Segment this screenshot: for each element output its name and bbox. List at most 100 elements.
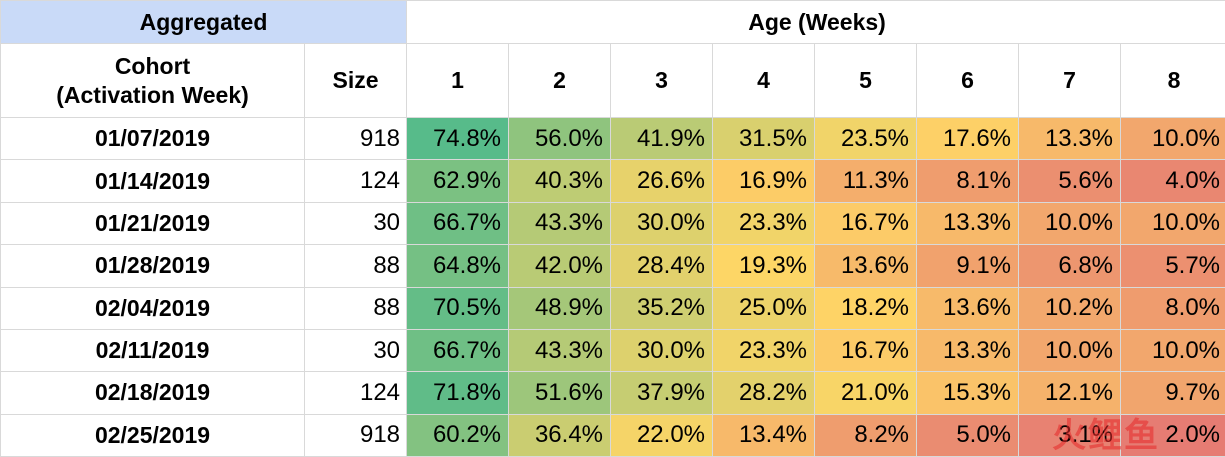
retention-cell[interactable]: 26.6% [610,159,714,203]
retention-cell[interactable]: 23.3% [712,201,816,246]
cohort-size-cell[interactable]: 88 [303,244,408,288]
week-header-6[interactable]: 6 [916,43,1020,118]
retention-cell[interactable]: 30.0% [610,201,714,246]
week-header-1[interactable]: 1 [406,43,510,118]
retention-cell[interactable]: 66.7% [406,201,510,246]
table-row: 02/25/2019 918 60.2% 36.4% 22.0% 13.4% 8.2% 5.0… [0,413,1225,457]
retention-cell[interactable]: 28.4% [610,244,714,288]
retention-cell[interactable]: 62.9% [406,159,510,203]
cohort-date-cell[interactable]: 01/21/2019 [0,201,305,246]
retention-cell[interactable]: 51.6% [508,371,612,415]
retention-cell[interactable]: 41.9% [610,116,714,161]
retention-cell[interactable]: 48.9% [508,286,612,330]
retention-cell[interactable]: 66.7% [406,328,510,373]
retention-cell[interactable]: 10.2% [1018,286,1122,330]
retention-cell[interactable]: 37.9% [610,371,714,415]
retention-cell[interactable]: 70.5% [406,286,510,330]
retention-cell[interactable]: 8.2% [814,413,918,457]
retention-cell[interactable]: 10.0% [1018,328,1122,373]
retention-cell[interactable]: 3.1% [1018,413,1122,457]
retention-cell[interactable]: 17.6% [916,116,1020,161]
cohort-date-cell[interactable]: 02/11/2019 [0,328,305,373]
cohort-date-cell[interactable]: 02/25/2019 [0,413,305,457]
retention-cell[interactable]: 23.5% [814,116,918,161]
retention-cell[interactable]: 4.0% [1120,159,1225,203]
week-header-8[interactable]: 8 [1120,43,1225,118]
retention-cell[interactable]: 13.3% [916,201,1020,246]
retention-cell[interactable]: 60.2% [406,413,510,457]
retention-cell[interactable]: 13.6% [814,244,918,288]
retention-cell[interactable]: 35.2% [610,286,714,330]
retention-cell[interactable]: 18.2% [814,286,918,330]
week-header-2[interactable]: 2 [508,43,612,118]
retention-cell[interactable]: 6.8% [1018,244,1122,288]
retention-cell[interactable]: 16.9% [712,159,816,203]
retention-cell[interactable]: 13.3% [1018,116,1122,161]
retention-cell[interactable]: 5.7% [1120,244,1225,288]
retention-cell[interactable]: 31.5% [712,116,816,161]
retention-cell[interactable]: 42.0% [508,244,612,288]
table-row: 01/14/2019 124 62.9% 40.3% 26.6% 16.9% 11.3% 8.… [0,159,1225,203]
retention-cell[interactable]: 12.1% [1018,371,1122,415]
retention-cell[interactable]: 23.3% [712,328,816,373]
cohort-header-line2: (Activation Week) [56,81,249,108]
table-row: 02/11/2019 30 66.7% 43.3% 30.0% 23.3% 16.7% 13.… [0,328,1225,373]
retention-cell[interactable]: 10.0% [1120,116,1225,161]
retention-cell[interactable]: 64.8% [406,244,510,288]
retention-cell[interactable]: 30.0% [610,328,714,373]
week-header-4[interactable]: 4 [712,43,816,118]
retention-cell[interactable]: 2.0% [1120,413,1225,457]
retention-cell[interactable]: 10.0% [1018,201,1122,246]
table-row: 02/04/2019 88 70.5% 48.9% 35.2% 25.0% 18.2% 13.… [0,286,1225,330]
cohort-date-cell[interactable]: 02/04/2019 [0,286,305,330]
retention-cell[interactable]: 25.0% [712,286,816,330]
retention-cell[interactable]: 21.0% [814,371,918,415]
cohort-date-cell[interactable]: 01/14/2019 [0,159,305,203]
retention-cell[interactable]: 10.0% [1120,201,1225,246]
cohort-size-cell[interactable]: 918 [303,116,408,161]
size-header[interactable]: Size [303,43,408,118]
week-header-3[interactable]: 3 [610,43,714,118]
retention-cell[interactable]: 8.1% [916,159,1020,203]
retention-cell[interactable]: 74.8% [406,116,510,161]
retention-cell[interactable]: 13.4% [712,413,816,457]
retention-cell[interactable]: 16.7% [814,201,918,246]
retention-cell[interactable]: 15.3% [916,371,1020,415]
cohort-date-cell[interactable]: 01/28/2019 [0,244,305,288]
retention-cell[interactable]: 43.3% [508,201,612,246]
cohort-date-cell[interactable]: 02/18/2019 [0,371,305,415]
retention-cell[interactable]: 56.0% [508,116,612,161]
cohort-size-cell[interactable]: 30 [303,328,408,373]
retention-cell[interactable]: 13.6% [916,286,1020,330]
retention-cell[interactable]: 13.3% [916,328,1020,373]
retention-cell[interactable]: 9.1% [916,244,1020,288]
retention-cell[interactable]: 9.7% [1120,371,1225,415]
retention-cell[interactable]: 16.7% [814,328,918,373]
retention-cell[interactable]: 43.3% [508,328,612,373]
retention-cell[interactable]: 8.0% [1120,286,1225,330]
cohort-size-cell[interactable]: 124 [303,371,408,415]
table-row: 01/21/2019 30 66.7% 43.3% 30.0% 23.3% 16.7% 13.… [0,201,1225,246]
retention-cell[interactable]: 71.8% [406,371,510,415]
week-header-7[interactable]: 7 [1018,43,1122,118]
cohort-header[interactable]: Cohort (Activation Week) [0,43,305,118]
retention-cell[interactable]: 19.3% [712,244,816,288]
week-header-5[interactable]: 5 [814,43,918,118]
retention-cell[interactable]: 28.2% [712,371,816,415]
aggregated-header[interactable]: Aggregated [0,0,408,44]
retention-cell[interactable]: 40.3% [508,159,612,203]
cohort-size-cell[interactable]: 88 [303,286,408,330]
table-row: 02/18/2019 124 71.8% 51.6% 37.9% 28.2% 21.0% 15… [0,371,1225,415]
retention-cell[interactable]: 5.6% [1018,159,1122,203]
retention-cell[interactable]: 11.3% [814,159,918,203]
retention-cell[interactable]: 5.0% [916,413,1020,457]
cohort-date-cell[interactable]: 01/07/2019 [0,116,305,161]
age-weeks-header[interactable]: Age (Weeks) [406,0,1225,44]
retention-cell[interactable]: 10.0% [1120,328,1225,373]
retention-cell[interactable]: 22.0% [610,413,714,457]
cohort-size-cell[interactable]: 124 [303,159,408,203]
cohort-size-cell[interactable]: 30 [303,201,408,246]
retention-cell[interactable]: 36.4% [508,413,612,457]
cohort-size-cell[interactable]: 918 [303,413,408,457]
